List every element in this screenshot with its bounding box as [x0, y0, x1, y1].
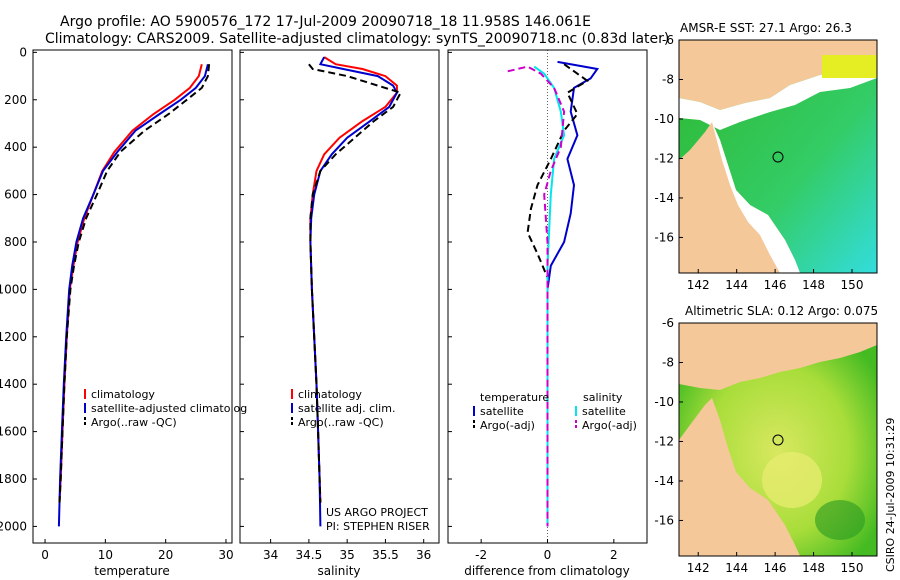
sla-map-lon-label: 144 — [725, 561, 748, 575]
depth-tick-label: 1000 — [0, 282, 27, 296]
temperature-series-climatology — [58, 63, 203, 503]
sla-map-lat-label: -10 — [654, 395, 674, 409]
diff-legend-salinity-header: salinity — [583, 391, 623, 404]
sla-map-lat-label: -16 — [654, 513, 674, 527]
sla-land-cape-york — [679, 398, 800, 556]
sst-map-lon-label: 142 — [687, 278, 710, 292]
sla-high-patch — [762, 452, 822, 508]
sla-map-frame — [678, 322, 878, 557]
sst-argo-marker — [772, 151, 784, 163]
salinity-legend-label: Argo(..raw -QC) — [298, 416, 384, 429]
difference-panel: -2 0 2 difference from climatology tempera… — [447, 49, 648, 578]
sst-map-title: AMSR-E SST: 27.1 Argo: 26.3 — [680, 21, 852, 35]
salinity-xtick-label: 34 — [263, 548, 278, 562]
sst-map-lon-label: 146 — [764, 278, 787, 292]
depth-tick-label: 1800 — [0, 472, 27, 486]
difference-xtick-label: 2 — [610, 548, 618, 562]
temperature-legend-label: satellite-adjusted climatolog — [91, 402, 247, 415]
sst-map-lat-label: -12 — [654, 151, 674, 165]
salinity-xtick-label: 35 — [340, 548, 355, 562]
temperature-panel: 0 10 20 30 0 200 400 600 800 1000 1200 1400 1600 1800… — [0, 45, 247, 578]
depth-tick-label: 600 — [4, 188, 27, 202]
sst-map-lat-label: -10 — [654, 112, 674, 126]
depth-tick-label: 1600 — [0, 425, 27, 439]
sst-map-lon-label: 148 — [802, 278, 825, 292]
salinity-xtick-label: 34.5 — [296, 548, 323, 562]
difference-series-temperature-argo-adj- — [526, 63, 590, 527]
difference-xtick-label: -2 — [475, 548, 487, 562]
sla-map-lon-label: 150 — [841, 561, 864, 575]
sla-map: Altimetric SLA: 0.12 Argo: 0.075 142 144 1… — [654, 304, 878, 575]
sla-land-northwest — [679, 323, 877, 390]
depth-tick-label: 2000 — [0, 519, 27, 533]
depth-tick-label: 800 — [4, 235, 27, 249]
sst-map-frame — [678, 39, 878, 274]
sla-map-lon-label: 142 — [687, 561, 710, 575]
sla-low-patch — [815, 500, 865, 540]
sst-map-lat-label: -14 — [654, 191, 674, 205]
salinity-legend-label: climatology — [298, 388, 362, 401]
credit-text: CSIRO 24-Jul-2009 10:31:29 — [884, 418, 897, 572]
salinity-axes — [239, 49, 440, 544]
sla-map-lon-label: 148 — [802, 561, 825, 575]
salinity-series-satellite-adj-clim- — [309, 56, 399, 527]
sst-map: AMSR-E SST: 27.1 Argo: 26.3 142 144 146 148… — [654, 21, 878, 292]
diff-legend-temp-label: satellite — [480, 405, 524, 418]
salinity-xtick-label: 35.5 — [372, 548, 399, 562]
depth-tick-label: 0 — [19, 45, 27, 59]
sla-map-title: Altimetric SLA: 0.12 Argo: 0.075 — [685, 304, 878, 318]
sst-map-lat-label: -8 — [662, 72, 674, 86]
temperature-xtick-label: 0 — [41, 548, 49, 562]
temperature-xlabel: temperature — [94, 564, 169, 578]
sla-argo-marker — [772, 434, 784, 446]
sst-map-lat-label: -6 — [662, 33, 674, 47]
temperature-xtick-label: 10 — [98, 548, 113, 562]
title-line-1: Argo profile: AO 5900576_172 17-Jul-2009… — [60, 14, 591, 30]
difference-series-salinity-satellite — [533, 65, 566, 527]
salinity-legend-label: satellite adj. clim. — [298, 402, 395, 415]
depth-tick-label: 1200 — [0, 330, 27, 344]
diff-legend-temperature-header: temperature — [480, 391, 549, 404]
sla-map-lon-label: 146 — [764, 561, 787, 575]
difference-series-temperature-satellite — [546, 60, 600, 527]
sst-map-lon-label: 150 — [841, 278, 864, 292]
sst-map-lat-label: -16 — [654, 230, 674, 244]
title-line-2: Climatology: CARS2009. Satellite-adjuste… — [45, 31, 669, 47]
diff-legend-temp-label: Argo(-adj) — [480, 419, 535, 432]
depth-tick-label: 1400 — [0, 377, 27, 391]
temperature-xtick-label: 30 — [218, 548, 233, 562]
temperature-series-argo-raw-qc- — [58, 64, 211, 503]
temperature-legend-label: climatology — [91, 388, 155, 401]
project-annotation-line-1: US ARGO PROJECT — [326, 506, 428, 519]
salinity-series-argo-raw-qc- — [308, 63, 403, 503]
diff-legend-sal-label: Argo(-adj) — [582, 419, 637, 432]
difference-xlabel: difference from climatology — [464, 564, 630, 578]
temperature-series-satellite-adjusted-climatology — [57, 63, 209, 527]
sst-map-lon-label: 144 — [725, 278, 748, 292]
depth-tick-label: 400 — [4, 140, 27, 154]
sst-yellow-patch — [822, 55, 877, 78]
sla-map-lat-label: -12 — [654, 434, 674, 448]
temperature-xtick-label: 20 — [158, 548, 173, 562]
salinity-series-climatology — [309, 56, 398, 503]
sla-map-lat-label: -6 — [662, 316, 674, 330]
temperature-axes — [32, 49, 233, 544]
diff-legend-sal-label: satellite — [582, 405, 626, 418]
difference-series-salinity-argo-adj- — [507, 65, 566, 527]
difference-xtick-label: 0 — [544, 548, 552, 562]
salinity-xlabel: salinity — [317, 564, 360, 578]
project-annotation-line-2: PI: STEPHEN RISER — [326, 520, 430, 533]
depth-tick-label: 200 — [4, 93, 27, 107]
sla-map-lat-label: -14 — [654, 474, 674, 488]
sla-map-lat-label: -8 — [662, 355, 674, 369]
salinity-xtick-label: 36 — [416, 548, 431, 562]
temperature-legend-label: Argo(..raw -QC) — [91, 416, 177, 429]
sst-coastal-gap-south — [712, 122, 800, 273]
salinity-panel: 34 34.5 35 35.5 36 salinity climatologysatel… — [239, 49, 440, 578]
